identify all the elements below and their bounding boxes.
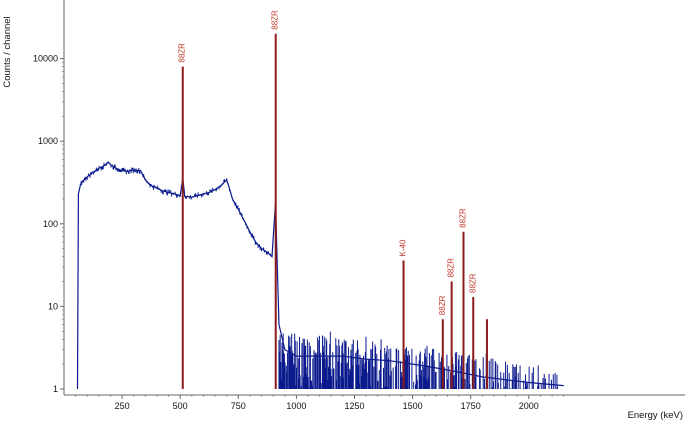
axes	[63, 0, 685, 396]
y-tick-label: 1000	[38, 136, 58, 146]
x-tick-label: 250	[115, 401, 130, 411]
x-tick-label: 2000	[519, 401, 539, 411]
y-tick-label: 10	[48, 301, 58, 311]
peak-label: 88ZR	[458, 208, 467, 228]
peak-label: 88ZR	[178, 43, 187, 63]
peaks-layer: 88ZR 88ZR K-40 88ZR 88ZR 88ZR 88ZR	[178, 10, 488, 389]
y-tick-label: 100	[43, 219, 58, 229]
x-tick-label: 1250	[344, 401, 364, 411]
x-ticks: 250 500 750 1000 1250 1500 1750 2000	[75, 395, 565, 411]
y-tick-label: 1	[53, 384, 58, 394]
x-axis-label: Energy (keV)	[628, 410, 683, 421]
x-tick-label: 1750	[461, 401, 481, 411]
peak-label: 88ZR	[438, 295, 447, 315]
spectrum-layer	[76, 161, 564, 390]
x-tick-label: 750	[231, 401, 246, 411]
y-ticks: 1 10 100 1000 10000	[33, 54, 64, 394]
x-tick-label: 500	[173, 401, 188, 411]
x-tick-label: 1500	[403, 401, 423, 411]
y-axis-label: Counts / channel	[2, 16, 13, 87]
y-tick-label: 10000	[33, 54, 58, 64]
peak-label: 88ZR	[447, 258, 456, 278]
x-tick-label: 1000	[286, 401, 306, 411]
peak-label: K-40	[399, 239, 408, 256]
peak-label: 88ZR	[271, 10, 280, 30]
peak-label: 88ZR	[468, 273, 477, 293]
